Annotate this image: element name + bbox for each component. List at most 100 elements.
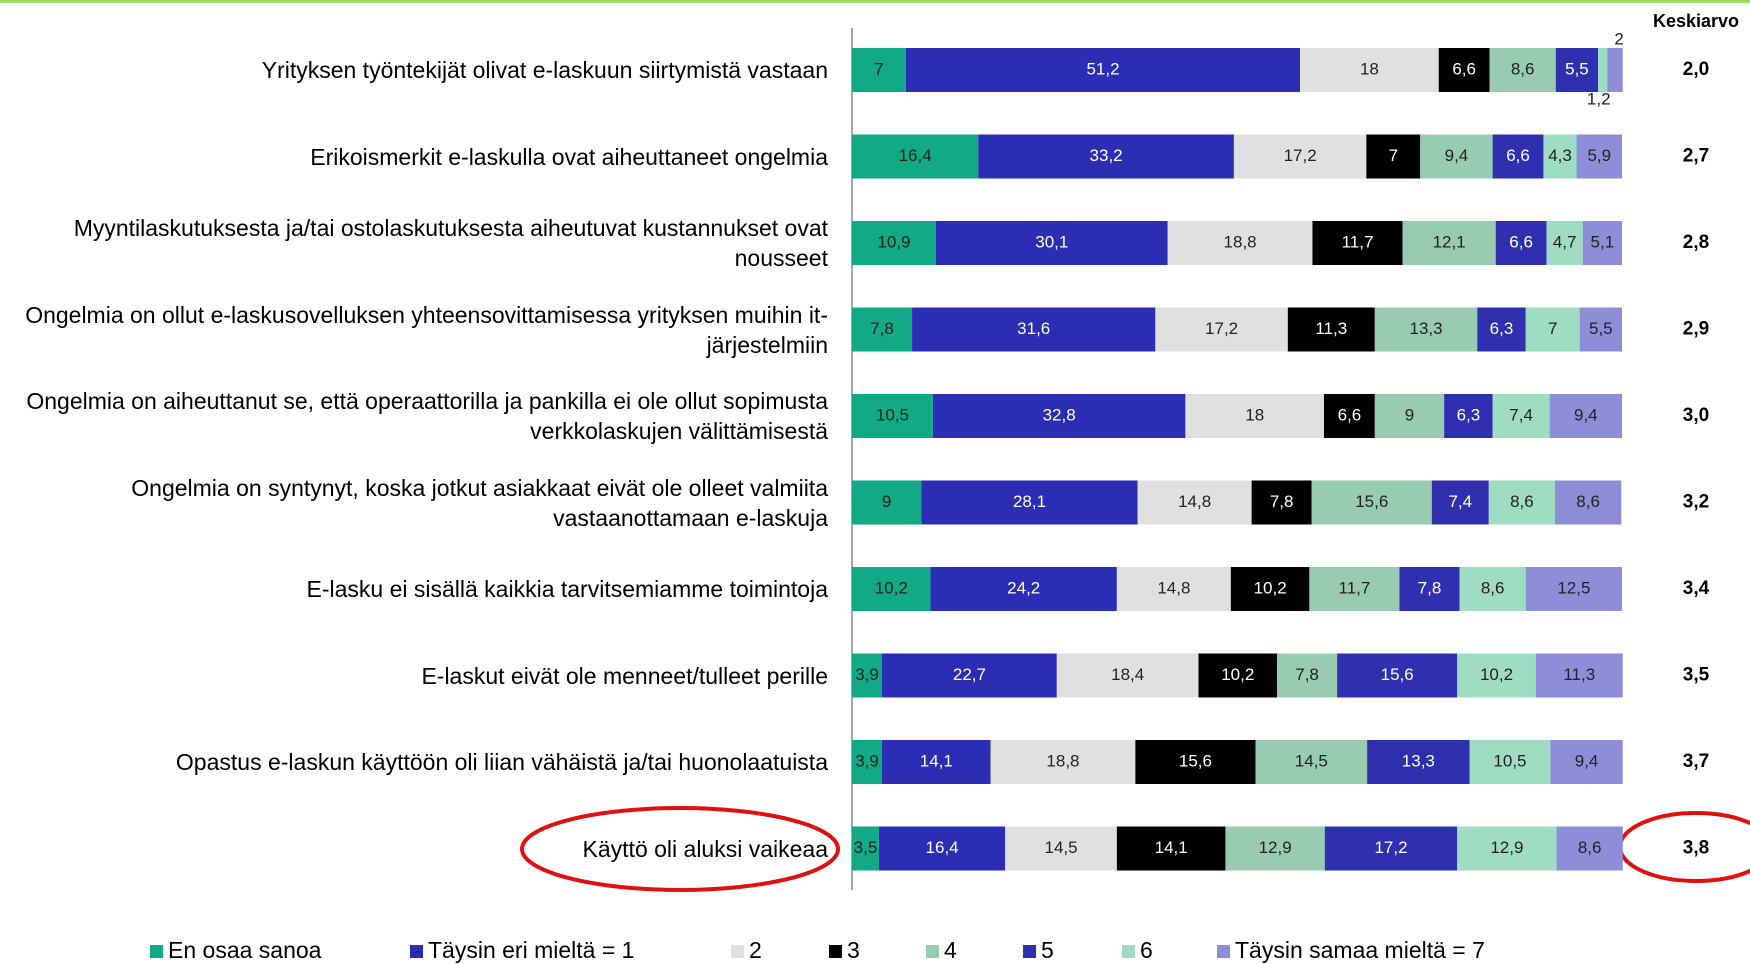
bar-segment [1489, 48, 1556, 92]
bar-segment [912, 307, 1156, 352]
value-label: 2 [1614, 29, 1623, 48]
bar-segment [921, 480, 1138, 525]
bar-segment [1438, 48, 1490, 92]
bar-segment [1457, 653, 1536, 698]
value-label: 8,6 [1511, 59, 1535, 78]
mean-label: 2,0 [1683, 59, 1709, 80]
value-label: 3,9 [855, 665, 879, 684]
value-label: 12,5 [1557, 578, 1590, 597]
bar-segment [978, 134, 1234, 179]
category-label: Yrityksen työntekijät olivat e-laskuun s… [261, 57, 828, 83]
value-label: 11,3 [1563, 665, 1595, 684]
bar-segment [1582, 221, 1622, 265]
category-label: Myyntilaskutuksesta ja/tai ostolaskutuks… [73, 215, 828, 271]
bar-segment [852, 221, 936, 265]
bar-segment [1555, 48, 1599, 92]
value-label: 5,5 [1589, 319, 1613, 338]
value-label: 17,2 [1205, 319, 1238, 338]
legend-swatch [731, 945, 744, 958]
bar-segment [852, 653, 883, 698]
value-label: 17,2 [1284, 146, 1317, 165]
bar-segment [1309, 567, 1400, 611]
legend-label: 3 [847, 937, 860, 963]
bar-segment [1469, 740, 1551, 784]
value-label: 18 [1245, 405, 1264, 424]
legend-label: 6 [1140, 937, 1153, 963]
mean-label: 3,5 [1683, 665, 1710, 686]
category-label: Opastus e-laskun käyttöön oli liian vähä… [175, 749, 828, 775]
bar-segment [1056, 653, 1199, 698]
bar-segment [1598, 48, 1608, 92]
value-label: 7 [1548, 319, 1557, 338]
category-label: Käyttö oli aluksi vaikeaa [582, 835, 828, 862]
value-label: 10,2 [875, 578, 908, 597]
legend-swatch [1122, 945, 1135, 958]
value-label: 13,3 [1402, 751, 1435, 770]
bar-segment [1399, 567, 1460, 611]
bar-segment [852, 48, 906, 92]
value-label: 14,8 [1178, 492, 1211, 511]
category-label: Ongelmia on syntynyt, koska jotkut asiak… [131, 474, 828, 531]
legend-label: Täysin samaa mieltä = 7 [1235, 937, 1485, 963]
bar-segment [1550, 740, 1623, 784]
bar-segment [1337, 653, 1458, 698]
bar-segment [1525, 567, 1622, 611]
bar-segment [1459, 567, 1526, 611]
bar-segment [852, 740, 883, 784]
bar-segment [1374, 394, 1445, 438]
bar-segment [852, 307, 913, 352]
value-label: 51,2 [1086, 59, 1119, 78]
value-label: 9 [882, 492, 891, 511]
value-label: 14,5 [1045, 838, 1078, 857]
bar-segment [1457, 826, 1557, 871]
value-label: 5,1 [1591, 232, 1615, 251]
value-label: 16,4 [899, 146, 932, 165]
value-label: 15,6 [1381, 665, 1414, 684]
bar-segment [1488, 480, 1556, 525]
bar-segment [1251, 480, 1312, 525]
bar-segment [1324, 394, 1375, 438]
legend-label: 5 [1041, 937, 1054, 963]
category-label: Ongelmia on ollut e-laskusovelluksen yht… [25, 301, 828, 358]
value-label: 7,8 [1295, 665, 1319, 684]
legend-label: 4 [944, 937, 957, 963]
value-label: 5,9 [1587, 146, 1611, 165]
bar-segment [1155, 307, 1288, 352]
legend-swatch [926, 945, 939, 958]
bar-segment [882, 740, 991, 784]
value-label: 12,1 [1433, 232, 1466, 251]
value-label: 11,7 [1342, 232, 1374, 251]
bar-segment [1492, 134, 1544, 179]
top-band [0, 0, 1750, 3]
value-label: 7,4 [1509, 405, 1533, 424]
legend-swatch [1217, 945, 1230, 958]
bar-segment [852, 567, 931, 611]
bar-segment [990, 740, 1136, 784]
value-label: 11,7 [1339, 578, 1371, 597]
bar-segment [930, 567, 1117, 611]
value-label: 31,6 [1017, 319, 1050, 338]
bar-segment [1312, 221, 1403, 265]
value-label: 3,9 [855, 751, 879, 770]
legend-label: En osaa sanoa [168, 937, 322, 963]
value-label: 17,2 [1374, 838, 1407, 857]
value-label: 8,6 [1481, 578, 1505, 597]
value-label: 10,2 [1221, 665, 1254, 684]
value-label: 18,4 [1111, 665, 1144, 684]
value-label: 18 [1360, 59, 1379, 78]
bar-segment [1167, 221, 1313, 265]
value-label: 3,5 [854, 838, 878, 857]
value-label: 30,1 [1035, 232, 1068, 251]
value-label: 10,2 [1480, 665, 1513, 684]
value-label: 15,6 [1355, 492, 1388, 511]
value-label: 1,2 [1587, 89, 1611, 108]
value-label: 10,5 [876, 405, 909, 424]
value-label: 12,9 [1490, 838, 1523, 857]
value-label: 4,3 [1548, 146, 1572, 165]
bar-segment [1477, 307, 1526, 352]
value-label: 7 [874, 59, 883, 78]
value-label: 10,9 [877, 232, 910, 251]
mean-label: 3,0 [1683, 405, 1709, 426]
